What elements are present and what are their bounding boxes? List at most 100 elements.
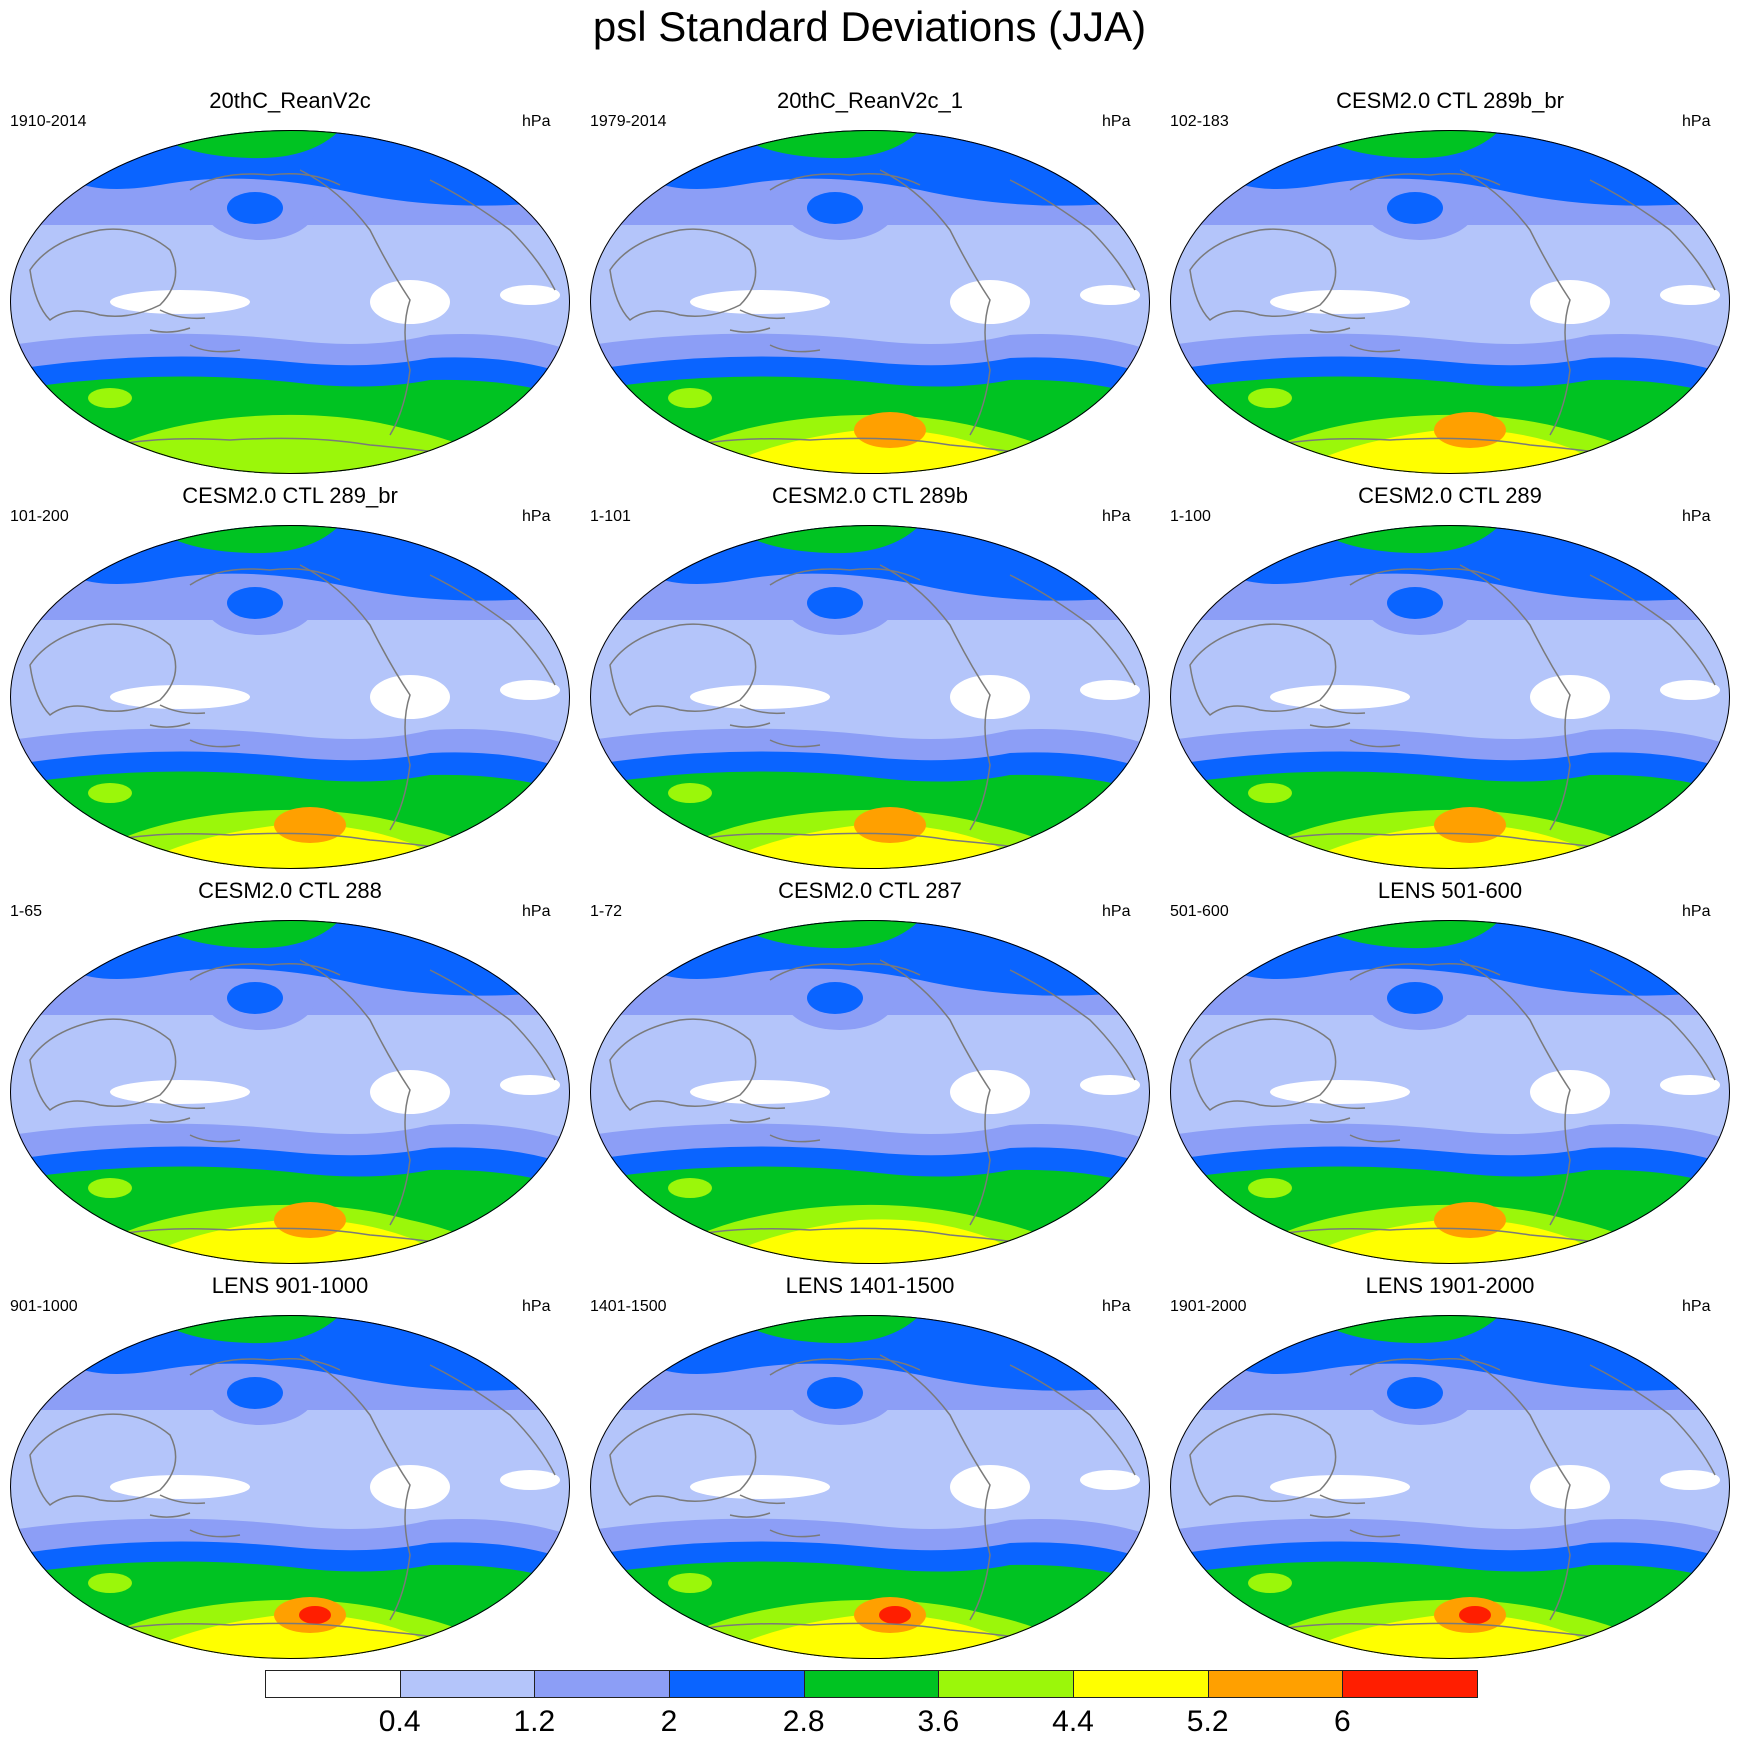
panel-period: 901-1000 — [10, 1298, 78, 1315]
map-panel: LENS 1901-2000 1901-2000 hPa — [1160, 1265, 1739, 1660]
panel-units: hPa — [1682, 508, 1711, 525]
map-panel: 20thC_ReanV2c_1 1979-2014 hPa — [580, 80, 1160, 475]
map-panel: CESM2.0 CTL 287 1-72 hPa — [580, 870, 1160, 1265]
panel-units: hPa — [1102, 903, 1131, 920]
colorbar-box — [803, 1670, 940, 1698]
panel-title: CESM2.0 CTL 289b — [771, 483, 969, 508]
panel-title: CESM2.0 CTL 288 — [198, 878, 382, 903]
panel-title: LENS 1901-2000 — [1365, 1273, 1535, 1298]
panel-period: 1-101 — [590, 508, 631, 525]
panel-period: 1979-2014 — [590, 113, 667, 130]
contour-fill — [10, 920, 570, 1264]
colorbar-box — [265, 1670, 401, 1698]
contour-fill — [10, 525, 570, 869]
map-panel: CESM2.0 CTL 288 1-65 hPa — [0, 870, 580, 1265]
map-panel: CESM2.0 CTL 289b_br 102-183 hPa — [1160, 80, 1739, 475]
contour-fill — [1170, 525, 1730, 869]
map-plot — [1170, 130, 1730, 474]
panel-period: 1-72 — [590, 903, 623, 920]
map-plot — [10, 1315, 570, 1659]
map-plot — [590, 920, 1150, 1264]
map-panel: LENS 901-1000 901-1000 hPa — [0, 1265, 580, 1660]
colorbar-label: 0.4 — [378, 1705, 421, 1738]
panel-period: 1-65 — [10, 903, 43, 920]
map-border — [590, 130, 1150, 474]
panel-units: hPa — [1682, 1298, 1711, 1315]
map-border — [590, 1315, 1150, 1659]
panel-units: hPa — [522, 113, 551, 130]
panel-units: hPa — [522, 1298, 551, 1315]
map-border — [590, 525, 1150, 869]
map-border — [1170, 525, 1730, 869]
colorbar-label: 1.2 — [513, 1705, 556, 1738]
map-plot — [590, 130, 1150, 474]
map-panel: LENS 1401-1500 1401-1500 hPa — [580, 1265, 1160, 1660]
map-border — [10, 130, 570, 474]
map-plot — [590, 525, 1150, 869]
contour-fill — [590, 920, 1150, 1264]
panel-units: hPa — [1102, 508, 1131, 525]
contour-fill — [1170, 920, 1730, 1264]
map-plot — [10, 130, 570, 474]
map-plot — [1170, 525, 1730, 869]
panel-period: 1401-1500 — [590, 1298, 667, 1315]
panel-period: 102-183 — [1170, 113, 1229, 130]
colorbar-box — [399, 1670, 536, 1698]
colorbar-box — [1342, 1670, 1478, 1698]
panel-units: hPa — [522, 508, 551, 525]
panel-units: hPa — [1682, 903, 1711, 920]
colorbar-label: 6 — [1333, 1705, 1351, 1738]
map-border — [10, 1315, 570, 1659]
panel-period: 1901-2000 — [1170, 1298, 1247, 1315]
map-plot — [10, 920, 570, 1264]
map-plot — [10, 525, 570, 869]
map-plot — [590, 1315, 1150, 1659]
panel-title: CESM2.0 CTL 289 — [1358, 483, 1542, 508]
map-border — [590, 920, 1150, 1264]
panel-period: 501-600 — [1170, 903, 1229, 920]
colorbar-box — [534, 1670, 670, 1698]
map-plot — [1170, 920, 1730, 1264]
panel-title: LENS 1401-1500 — [785, 1273, 955, 1298]
panel-title: CESM2.0 CTL 287 — [778, 878, 962, 903]
map-border — [1170, 1315, 1730, 1659]
colorbar-box — [1207, 1670, 1344, 1698]
map-panel: 20thC_ReanV2c 1910-2014 hPa — [0, 80, 580, 475]
map-panel: CESM2.0 CTL 289_br 101-200 hPa — [0, 475, 580, 870]
panel-units: hPa — [1102, 113, 1131, 130]
contour-fill — [1170, 130, 1730, 474]
colorbar-label: 3.6 — [917, 1705, 960, 1738]
contour-fill — [590, 1315, 1150, 1659]
map-panel: LENS 501-600 501-600 hPa — [1160, 870, 1739, 1265]
map-border — [1170, 920, 1730, 1264]
colorbar-label: 4.4 — [1052, 1705, 1094, 1738]
panel-title: LENS 501-600 — [1377, 878, 1523, 903]
colorbar-label: 5.2 — [1186, 1705, 1229, 1738]
panel-period: 1-100 — [1170, 508, 1211, 525]
map-panel: CESM2.0 CTL 289b 1-101 hPa — [580, 475, 1160, 870]
panel-title: CESM2.0 CTL 289b_br — [1336, 88, 1564, 113]
map-plot — [1170, 1315, 1730, 1659]
colorbar-label: 2 — [660, 1705, 678, 1738]
colorbar-label: 2.8 — [782, 1705, 825, 1738]
contour-fill — [1170, 1315, 1730, 1659]
panel-period: 101-200 — [10, 508, 69, 525]
contour-fill — [590, 525, 1150, 869]
map-border — [10, 525, 570, 869]
panel-title: 20thC_ReanV2c_1 — [777, 88, 963, 113]
map-border — [10, 920, 570, 1264]
panel-period: 1910-2014 — [10, 113, 87, 130]
colorbar-box — [669, 1670, 805, 1698]
figure-title: psl Standard Deviations (JJA) — [592, 3, 1147, 50]
contour-fill — [590, 130, 1150, 474]
panel-title: 20thC_ReanV2c — [209, 88, 371, 113]
contour-fill — [10, 1315, 570, 1659]
panel-units: hPa — [1102, 1298, 1131, 1315]
map-border — [1170, 130, 1730, 474]
contour-fill — [10, 130, 570, 474]
panel-units: hPa — [522, 903, 551, 920]
colorbar-box — [938, 1670, 1074, 1698]
panel-title: CESM2.0 CTL 289_br — [182, 483, 398, 508]
colorbar-box — [1073, 1670, 1209, 1698]
map-panel: CESM2.0 CTL 289 1-100 hPa — [1160, 475, 1739, 870]
